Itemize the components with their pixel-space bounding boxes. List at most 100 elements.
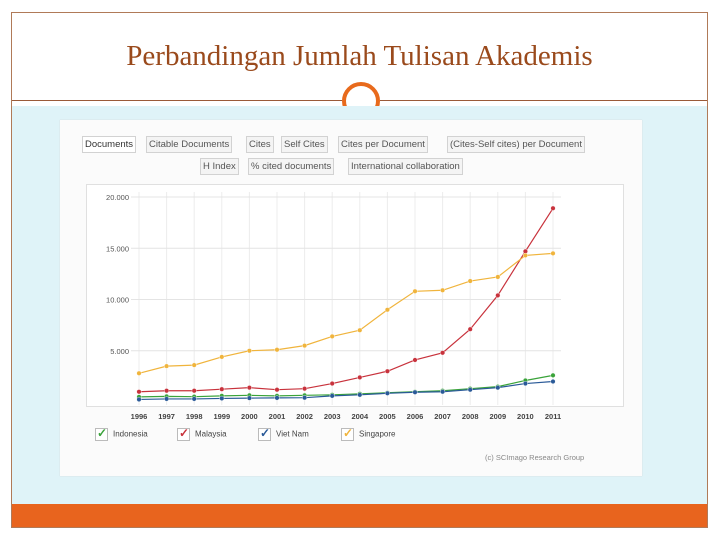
data-point-viet-nam	[164, 396, 170, 402]
checkbox-icon[interactable]: ✓	[95, 426, 108, 441]
tab-cited-documents[interactable]: % cited documents	[248, 158, 335, 175]
data-point-viet-nam	[522, 381, 528, 387]
x-tick-label: 2004	[351, 412, 369, 421]
data-point-singapore	[384, 307, 390, 313]
data-point-viet-nam	[412, 389, 418, 395]
tab-cites-self-cites-per-document[interactable]: (Cites-Self cites) per Document	[447, 136, 585, 153]
data-point-malaysia	[550, 205, 556, 211]
data-point-singapore	[357, 327, 363, 333]
data-point-viet-nam	[246, 395, 252, 401]
legend-item-singapore[interactable]: ✓ Singapore	[341, 426, 396, 441]
x-tick-label: 1999	[213, 412, 230, 421]
data-point-singapore	[191, 362, 197, 368]
checkbox-icon[interactable]: ✓	[177, 426, 190, 441]
data-point-viet-nam	[467, 387, 473, 393]
slide-frame	[11, 12, 708, 528]
bottom-accent-bar	[12, 504, 707, 527]
legend-item-indonesia[interactable]: ✓ Indonesia	[95, 426, 148, 441]
legend-item-malaysia[interactable]: ✓ Malaysia	[177, 426, 227, 441]
y-tick-label: 15.000	[106, 244, 129, 253]
data-point-malaysia	[440, 350, 446, 356]
data-point-singapore	[136, 370, 142, 376]
data-point-viet-nam	[302, 395, 308, 401]
series-line-viet-nam	[138, 380, 554, 401]
data-point-malaysia	[219, 386, 225, 392]
tab-self-cites[interactable]: Self Cites	[281, 136, 328, 153]
x-tick-label: 1997	[158, 412, 175, 421]
data-point-singapore	[522, 252, 528, 258]
tab-citable-documents[interactable]: Citable Documents	[146, 136, 233, 153]
data-point-malaysia	[302, 386, 308, 392]
data-point-viet-nam	[357, 392, 363, 398]
data-point-viet-nam	[550, 379, 556, 385]
x-tick-label: 1998	[186, 412, 203, 421]
data-point-viet-nam	[495, 385, 501, 391]
y-tick-label: 5.000	[110, 347, 129, 356]
data-point-malaysia	[191, 388, 197, 394]
data-point-singapore	[412, 288, 418, 294]
x-tick-label: 2000	[241, 412, 258, 421]
data-point-malaysia	[329, 381, 335, 387]
data-point-viet-nam	[384, 390, 390, 396]
data-point-singapore	[219, 354, 225, 360]
data-point-singapore	[246, 348, 252, 354]
x-tick-label: 2001	[269, 412, 286, 421]
title-divider-right	[380, 100, 707, 101]
data-point-viet-nam	[329, 393, 335, 399]
checkbox-icon[interactable]: ✓	[258, 426, 271, 441]
line-chart: 20.000 15.000 10.000 5.000 1996 1997 1998 1999 2…	[106, 192, 561, 421]
series-line-indonesia	[138, 374, 554, 398]
data-point-singapore	[495, 274, 501, 280]
x-tick-label: 2002	[296, 412, 313, 421]
data-point-singapore	[550, 250, 556, 256]
data-point-malaysia	[164, 388, 170, 394]
legend-label: Indonesia	[113, 429, 148, 439]
x-tick-label: 1996	[131, 412, 148, 421]
data-point-singapore	[302, 343, 308, 349]
data-point-malaysia	[246, 385, 252, 391]
x-tick-label: 2010	[517, 412, 534, 421]
legend-label: Malaysia	[195, 429, 227, 439]
data-point-viet-nam	[440, 389, 446, 395]
data-point-viet-nam	[274, 395, 280, 401]
y-tick-label: 10.000	[106, 296, 129, 305]
checkbox-icon[interactable]: ✓	[341, 426, 354, 441]
data-point-viet-nam	[136, 396, 142, 402]
chart-credit: (c) SCImago Research Group	[485, 453, 585, 462]
x-tick-label: 2011	[545, 412, 561, 421]
data-point-malaysia	[357, 374, 363, 380]
x-tick-label: 2006	[407, 412, 424, 421]
tab-cites-per-document[interactable]: Cites per Document	[338, 136, 428, 153]
data-point-malaysia	[412, 357, 418, 363]
data-point-viet-nam	[219, 395, 225, 401]
x-tick-label: 2003	[324, 412, 341, 421]
data-point-malaysia	[384, 368, 390, 374]
legend-item-viet-nam[interactable]: ✓ Viet Nam	[258, 426, 309, 441]
x-tick-label: 2008	[462, 412, 479, 421]
data-point-singapore	[440, 287, 446, 293]
legend-label: Singapore	[359, 429, 396, 439]
x-tick-label: 2009	[489, 412, 506, 421]
data-point-singapore	[164, 363, 170, 369]
y-tick-label: 20.000	[106, 193, 129, 202]
data-point-indonesia	[550, 372, 556, 378]
data-point-malaysia	[136, 389, 142, 395]
x-tick-label: 2005	[379, 412, 396, 421]
data-point-malaysia	[495, 292, 501, 298]
data-point-singapore	[329, 333, 335, 339]
plot-area-border	[86, 184, 624, 407]
series-line-singapore	[138, 252, 554, 374]
tab-cites[interactable]: Cites	[246, 136, 274, 153]
title-divider-left	[12, 100, 342, 101]
data-point-singapore	[274, 347, 280, 353]
chart-panel: Documents Citable Documents Cites Self C…	[60, 120, 642, 476]
data-point-singapore	[467, 278, 473, 284]
data-point-viet-nam	[191, 396, 197, 402]
tab-international-collaboration[interactable]: International collaboration	[348, 158, 463, 175]
tab-h-index[interactable]: H Index	[200, 158, 239, 175]
slide-title: Perbandingan Jumlah Tulisan Akademis	[126, 40, 593, 72]
x-tick-label: 2007	[434, 412, 451, 421]
data-point-malaysia	[274, 387, 280, 393]
tab-documents[interactable]: Documents	[82, 136, 137, 153]
legend-label: Viet Nam	[276, 429, 309, 439]
